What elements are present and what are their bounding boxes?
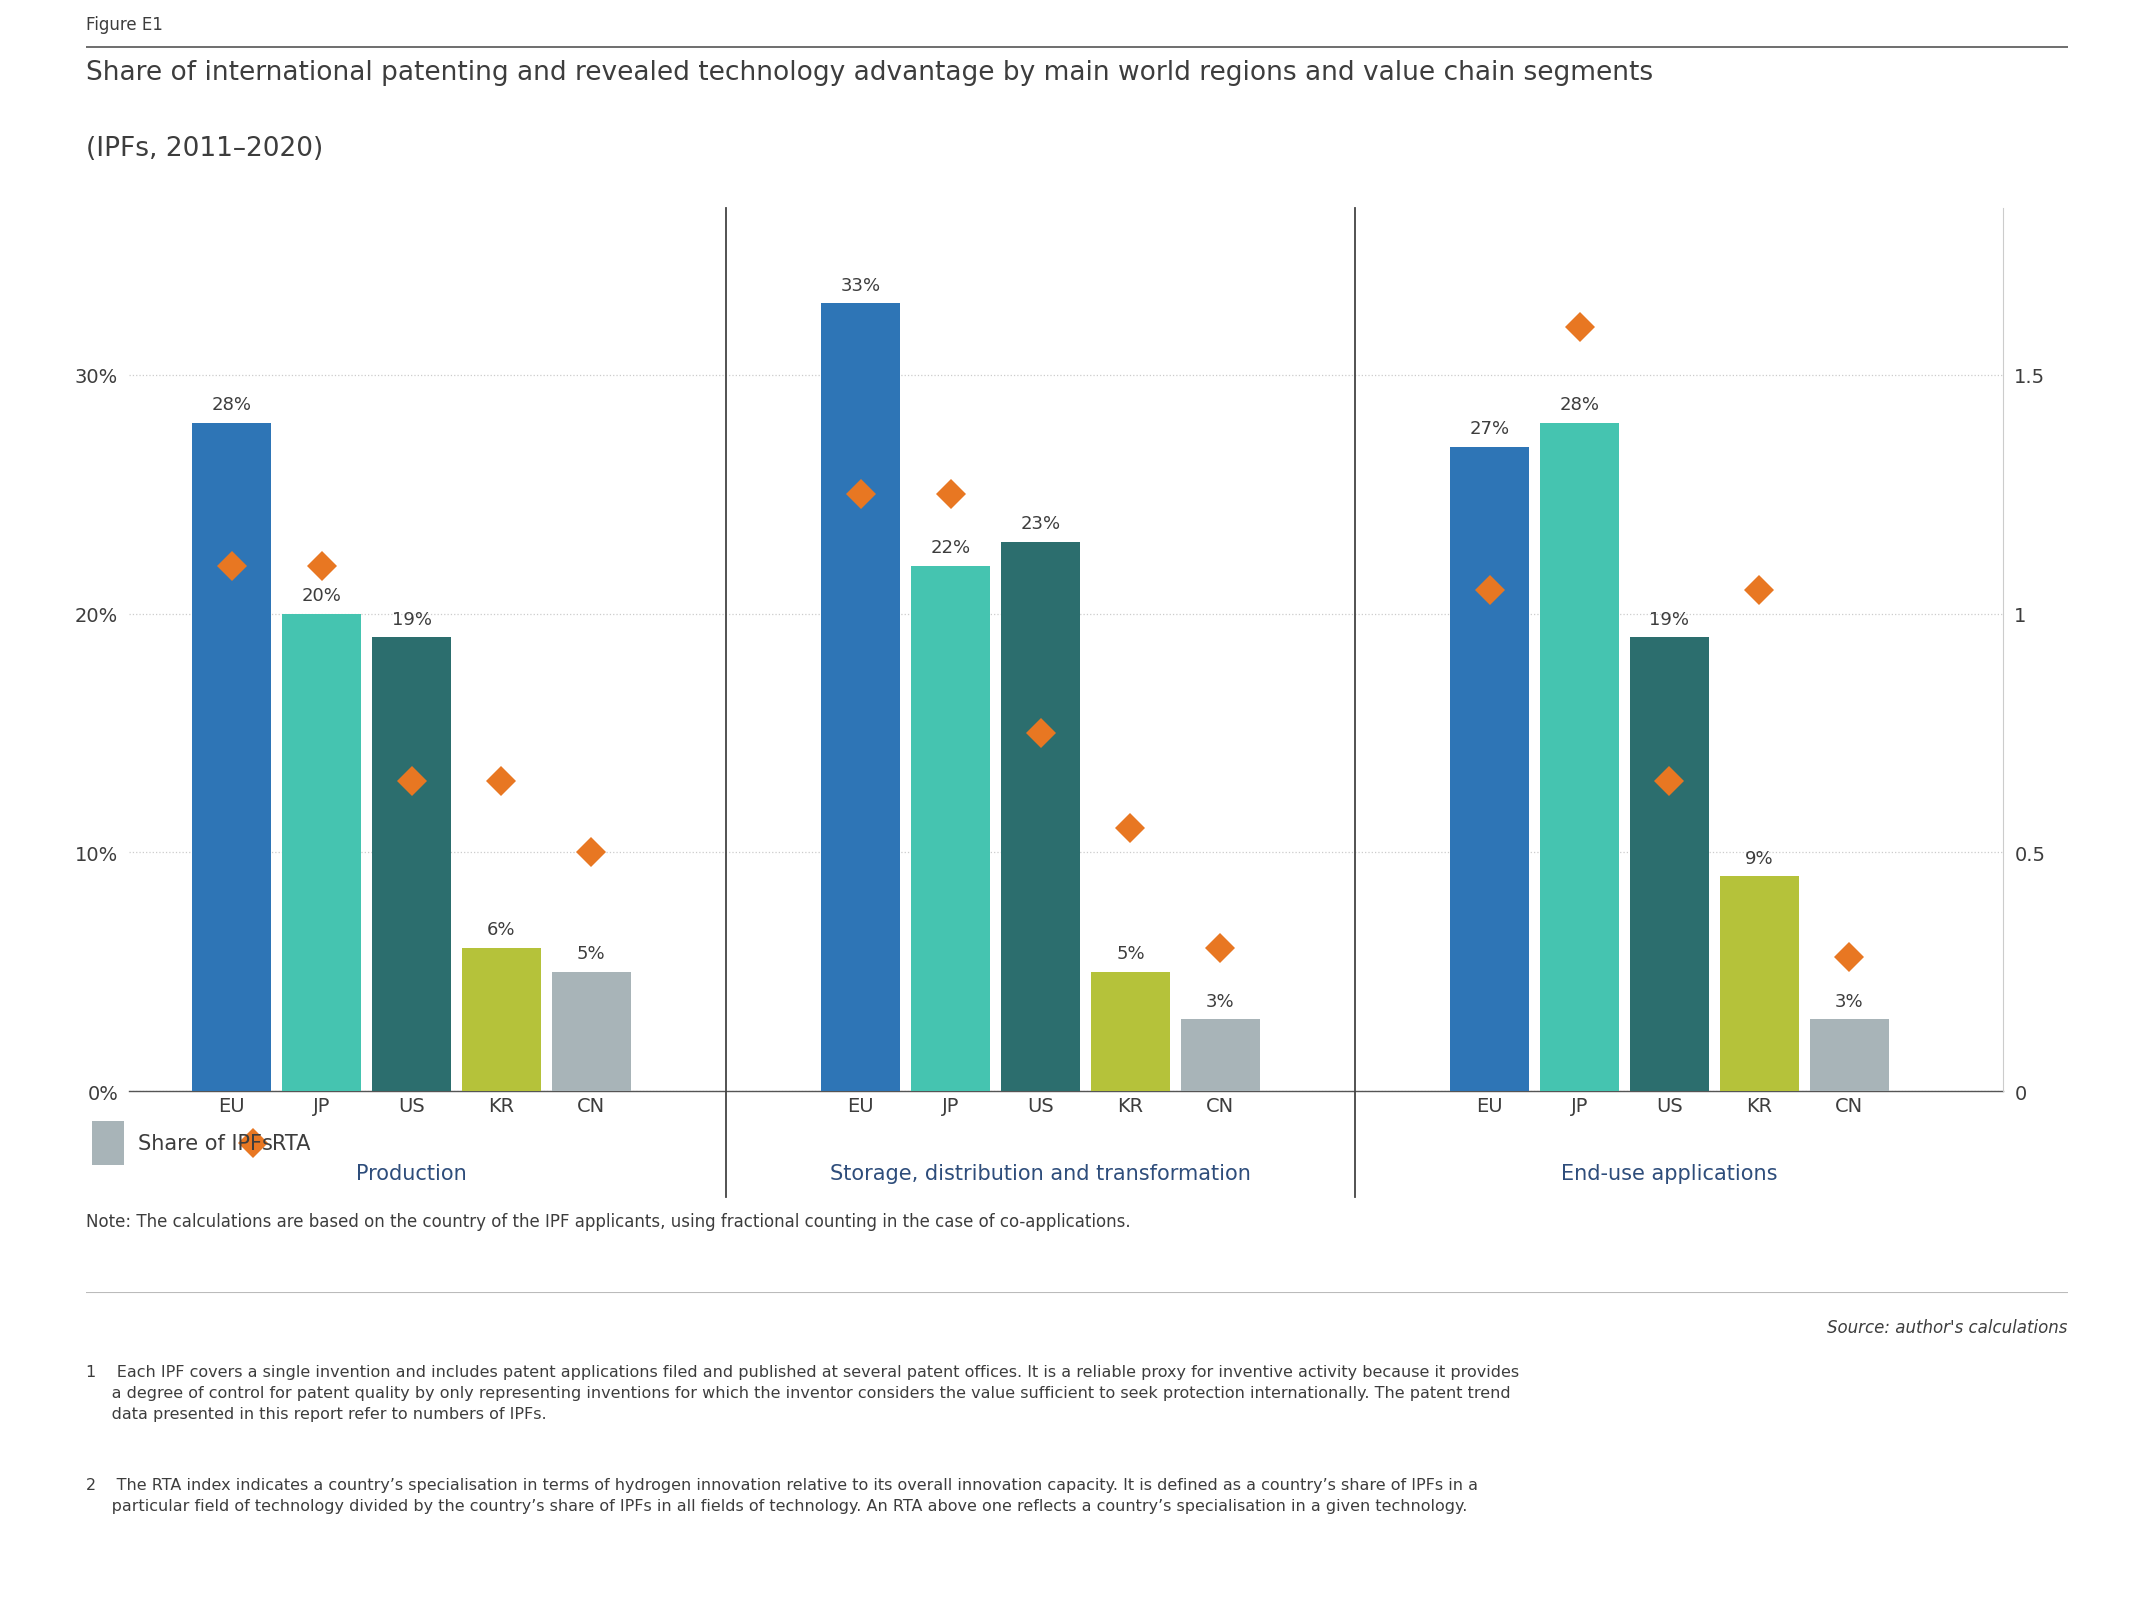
Bar <box>1090 973 1170 1091</box>
Text: 1    Each IPF covers a single invention and includes patent applications filed a: 1 Each IPF covers a single invention and… <box>86 1364 1519 1420</box>
Bar <box>373 639 450 1091</box>
Text: 22%: 22% <box>931 539 971 557</box>
Text: 2    The RTA index indicates a country’s specialisation in terms of hydrogen inn: 2 The RTA index indicates a country’s sp… <box>86 1477 1478 1512</box>
Bar <box>1719 876 1799 1091</box>
Bar <box>1180 1019 1260 1091</box>
Text: 28%: 28% <box>1559 396 1600 414</box>
Text: 5%: 5% <box>577 945 605 963</box>
Text: 27%: 27% <box>1469 419 1510 438</box>
Text: 19%: 19% <box>392 610 431 629</box>
Bar <box>282 615 362 1091</box>
Bar <box>1450 448 1529 1091</box>
Text: 33%: 33% <box>840 276 881 295</box>
Bar <box>1809 1019 1889 1091</box>
Bar <box>192 424 271 1091</box>
Bar <box>821 303 900 1091</box>
Text: End-use applications: End-use applications <box>1562 1164 1777 1183</box>
Text: 23%: 23% <box>1021 515 1060 533</box>
Text: 6%: 6% <box>487 921 515 939</box>
Text: 28%: 28% <box>211 396 252 414</box>
Text: 9%: 9% <box>1745 849 1773 867</box>
Text: Share of IPFs: Share of IPFs <box>138 1133 274 1154</box>
Text: Storage, distribution and transformation: Storage, distribution and transformation <box>829 1164 1251 1183</box>
Text: RTA: RTA <box>271 1133 310 1154</box>
Text: Figure E1: Figure E1 <box>86 16 164 34</box>
Bar <box>551 973 631 1091</box>
Bar <box>1002 542 1079 1091</box>
Text: Note: The calculations are based on the country of the IPF applicants, using fra: Note: The calculations are based on the … <box>86 1213 1131 1231</box>
Text: 19%: 19% <box>1650 610 1689 629</box>
Text: (IPFs, 2011–2020): (IPFs, 2011–2020) <box>86 136 323 162</box>
Bar <box>90 1122 123 1165</box>
Bar <box>1540 424 1620 1091</box>
Text: 3%: 3% <box>1206 992 1234 1010</box>
Bar <box>461 949 541 1091</box>
Text: 20%: 20% <box>302 587 342 605</box>
Text: 5%: 5% <box>1116 945 1144 963</box>
Bar <box>1631 639 1708 1091</box>
Text: Share of international patenting and revealed technology advantage by main world: Share of international patenting and rev… <box>86 59 1654 87</box>
Bar <box>911 567 991 1091</box>
Text: Source: author's calculations: Source: author's calculations <box>1827 1318 2068 1335</box>
Text: 3%: 3% <box>1835 992 1863 1010</box>
Text: Production: Production <box>355 1164 467 1183</box>
